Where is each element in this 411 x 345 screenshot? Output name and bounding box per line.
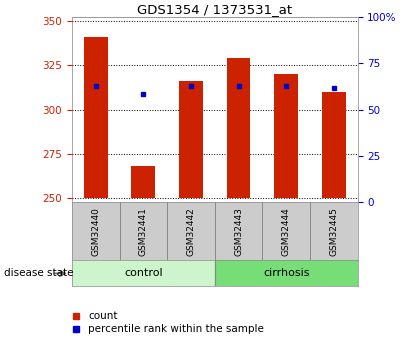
Bar <box>179 81 203 198</box>
Text: GSM32443: GSM32443 <box>234 207 243 256</box>
Bar <box>322 92 346 198</box>
Text: GSM32442: GSM32442 <box>187 207 196 256</box>
Bar <box>132 166 155 198</box>
Text: disease state: disease state <box>4 268 74 278</box>
Bar <box>84 37 108 198</box>
Text: GSM32441: GSM32441 <box>139 207 148 256</box>
Text: GSM32440: GSM32440 <box>91 207 100 256</box>
Bar <box>72 260 215 286</box>
Bar <box>215 260 358 286</box>
Title: GDS1354 / 1373531_at: GDS1354 / 1373531_at <box>137 3 292 16</box>
Text: percentile rank within the sample: percentile rank within the sample <box>88 325 264 334</box>
Text: count: count <box>88 311 118 321</box>
Text: cirrhosis: cirrhosis <box>263 268 309 278</box>
Bar <box>226 58 250 198</box>
Text: GSM32445: GSM32445 <box>329 207 338 256</box>
Bar <box>274 74 298 198</box>
Text: GSM32444: GSM32444 <box>282 207 291 256</box>
Text: control: control <box>124 268 163 278</box>
